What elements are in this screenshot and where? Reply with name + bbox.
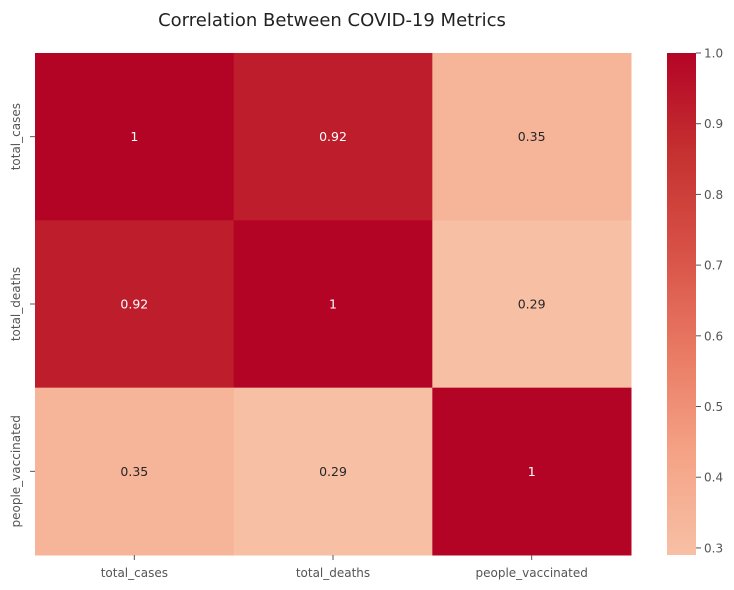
- colorbar-gradient: [667, 53, 696, 555]
- colorbar-tick-label: 0.3: [704, 541, 723, 555]
- y-tick-label: people_vaccinated: [9, 415, 23, 527]
- heatmap-cell: [35, 53, 235, 221]
- heatmap-cells: [35, 53, 632, 556]
- colorbar-tick-label: 0.8: [704, 188, 723, 202]
- heatmap-cell: [432, 220, 632, 389]
- heatmap-cell: [432, 53, 632, 221]
- cell-annotation: 0.35: [518, 129, 546, 144]
- cell-annotation: 0.92: [319, 129, 347, 144]
- x-tick-label: total_deaths: [296, 566, 370, 580]
- cell-annotation: 1: [130, 129, 138, 144]
- heatmap-cell: [35, 387, 235, 556]
- cell-annotation: 1: [329, 297, 337, 312]
- cell-annotation: 0.35: [120, 464, 148, 479]
- colorbar-tick-label: 1.0: [704, 47, 723, 61]
- cell-annotation: 0.29: [319, 464, 347, 479]
- colorbar-tick-label: 0.5: [704, 400, 723, 414]
- colorbar-tick-label: 0.4: [704, 471, 723, 485]
- cell-annotations: 1 0.92 0.35 0.92 1 0.29 0.35 0.29 1: [120, 129, 545, 479]
- heatmap-cell: [233, 53, 433, 221]
- chart-title: Correlation Between COVID-19 Metrics: [158, 10, 506, 31]
- colorbar-tick-label: 0.7: [704, 259, 723, 273]
- cell-annotation: 0.92: [120, 297, 148, 312]
- cell-annotation: 1: [528, 464, 536, 479]
- cell-annotation: 0.29: [518, 297, 546, 312]
- y-axis: total_cases total_deaths people_vaccinated: [9, 103, 35, 527]
- x-axis: total_cases total_deaths people_vaccinated: [101, 555, 588, 580]
- x-tick-label: people_vaccinated: [476, 566, 588, 580]
- x-tick-label: total_cases: [101, 566, 168, 580]
- colorbar: 0.3 0.4 0.5 0.6 0.7 0.8 0.9 1.0: [667, 47, 723, 555]
- heatmap-cell: [233, 387, 433, 556]
- y-tick-label: total_cases: [9, 103, 23, 170]
- heatmap-cell: [233, 220, 433, 389]
- colorbar-tick-label: 0.6: [704, 329, 723, 343]
- colorbar-tick-label: 0.9: [704, 117, 723, 131]
- heatmap-cell: [35, 220, 235, 389]
- y-tick-label: total_deaths: [9, 267, 23, 341]
- heatmap-cell: [432, 387, 632, 556]
